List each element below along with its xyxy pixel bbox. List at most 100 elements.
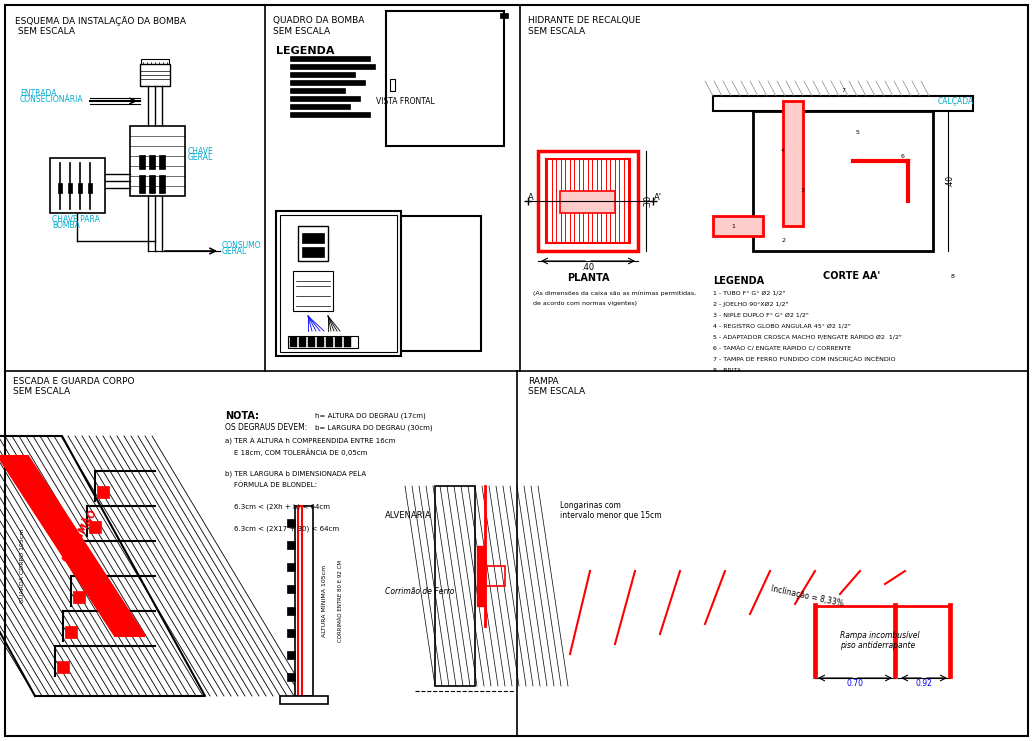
Text: 0.92: 0.92 (915, 679, 933, 688)
Bar (130, 126, 185, 196)
Text: 0.70: 0.70 (846, 679, 864, 688)
Bar (58, 183, 62, 193)
Circle shape (777, 235, 789, 247)
Polygon shape (0, 456, 145, 636)
Bar (288, 336, 358, 348)
Text: LEGENDA: LEGENDA (276, 46, 335, 56)
Text: QUADRO DA BOMBA: QUADRO DA BOMBA (273, 16, 365, 25)
Text: HIDRANTE DE RECALQUE: HIDRANTE DE RECALQUE (528, 16, 640, 25)
Bar (401, 216, 481, 351)
Text: .30: .30 (644, 194, 653, 207)
Text: ALVENARIA: ALVENARIA (385, 511, 432, 520)
Bar (68, 183, 72, 193)
Text: CALÇADA: CALÇADA (938, 96, 974, 105)
Text: a) TER A ALTURA h COMPREENDIDA ENTRE 16cm: a) TER A ALTURA h COMPREENDIDA ENTRE 16c… (225, 438, 396, 445)
Bar (783, 101, 803, 226)
Bar (299, 337, 306, 347)
Text: 6 - TAMÃO C/ ENGATE RÁPIDO C/ CORRENTE: 6 - TAMÃO C/ ENGATE RÁPIDO C/ CORRENTE (713, 345, 851, 350)
Circle shape (837, 85, 849, 97)
Bar (276, 211, 401, 356)
Circle shape (777, 145, 789, 157)
Bar (287, 585, 295, 593)
Bar (298, 226, 328, 261)
Text: .40: .40 (582, 262, 595, 271)
Circle shape (283, 96, 288, 101)
Bar (344, 337, 351, 347)
Bar (486, 566, 505, 586)
Text: ALTURA MÍNIMA 105cm: ALTURA MÍNIMA 105cm (322, 565, 327, 637)
Bar (386, 11, 504, 146)
Text: .40: .40 (945, 175, 954, 187)
Text: 5 - ADAPTADOR CROSCA MACHO P/ENGATE RÁPIDO Ø2  1/2": 5 - ADAPTADOR CROSCA MACHO P/ENGATE RÁPI… (713, 334, 902, 340)
Text: LEGENDA: LEGENDA (713, 276, 764, 286)
Text: Inclinação = 8,33%: Inclinação = 8,33% (770, 584, 844, 608)
Text: Rampa incombusível: Rampa incombusível (840, 631, 919, 640)
Bar (500, 13, 508, 18)
Circle shape (299, 518, 309, 528)
Bar (290, 87, 345, 93)
Bar (149, 175, 155, 193)
Circle shape (137, 43, 173, 79)
Bar (88, 183, 92, 193)
Text: intervalo menor que 15cm: intervalo menor que 15cm (560, 511, 661, 520)
Bar (287, 519, 295, 527)
Text: SEM ESCALA: SEM ESCALA (15, 27, 75, 36)
Text: FÓRMULA DE BLONDEL:: FÓRMULA DE BLONDEL: (225, 482, 317, 488)
Bar (280, 215, 397, 352)
Bar (159, 155, 165, 169)
Text: 1 - TUBO F° G° Ø2 1/2": 1 - TUBO F° G° Ø2 1/2" (713, 290, 785, 296)
Bar (287, 563, 295, 571)
Text: h= ALTURA DO DEGRAU (17cm): h= ALTURA DO DEGRAU (17cm) (315, 413, 426, 419)
Circle shape (299, 606, 309, 616)
Bar (308, 337, 315, 347)
Bar (57, 661, 69, 673)
Bar (287, 607, 295, 615)
Text: CORRIMÃO: CORRIMÃO (61, 508, 99, 564)
Bar (713, 96, 973, 111)
Bar (290, 96, 359, 101)
Text: SEM ESCALA: SEM ESCALA (528, 387, 585, 396)
Text: NOTA:: NOTA: (225, 411, 259, 421)
Bar (290, 79, 365, 85)
Bar (560, 191, 615, 213)
Bar (538, 151, 638, 251)
Circle shape (727, 220, 739, 232)
Bar (293, 271, 333, 311)
Text: A: A (528, 193, 534, 202)
Circle shape (299, 672, 309, 682)
Circle shape (283, 71, 288, 76)
Circle shape (283, 79, 288, 84)
Bar (546, 159, 630, 243)
Bar (893, 603, 897, 678)
Bar (290, 71, 355, 77)
Text: CHAVE: CHAVE (188, 147, 214, 156)
Text: PLANTA: PLANTA (567, 273, 609, 283)
Bar (335, 337, 342, 347)
Circle shape (299, 650, 309, 660)
Bar (713, 216, 763, 236)
Text: CHAVE PARA: CHAVE PARA (52, 214, 100, 224)
Bar (326, 337, 333, 347)
Text: VISTA FRONTAL: VISTA FRONTAL (376, 96, 435, 105)
Circle shape (283, 56, 288, 61)
Circle shape (299, 562, 309, 572)
Polygon shape (550, 566, 950, 656)
Text: GERAL: GERAL (188, 153, 213, 162)
Circle shape (797, 185, 809, 197)
Text: CONSUMO: CONSUMO (222, 241, 261, 250)
Text: Longarinas com: Longarinas com (560, 502, 621, 511)
Bar (73, 591, 85, 603)
Text: SEM ESCALA: SEM ESCALA (528, 27, 585, 36)
Text: GUARDA CORPO 105cm: GUARDA CORPO 105cm (21, 529, 26, 603)
Circle shape (283, 104, 288, 108)
Bar (477, 546, 486, 606)
Text: 5: 5 (856, 130, 859, 136)
Bar (317, 337, 324, 347)
Text: CORRIMÃO ENTRE 80 E 92 CM: CORRIMÃO ENTRE 80 E 92 CM (338, 560, 343, 642)
Text: GERAL: GERAL (222, 247, 247, 256)
Circle shape (283, 87, 288, 93)
Polygon shape (550, 656, 950, 686)
Text: 8: 8 (951, 273, 954, 279)
Text: b) TER LARGURA b DIMENSIONADA PELA: b) TER LARGURA b DIMENSIONADA PELA (225, 471, 366, 477)
Text: SEM ESCALA: SEM ESCALA (273, 27, 331, 36)
